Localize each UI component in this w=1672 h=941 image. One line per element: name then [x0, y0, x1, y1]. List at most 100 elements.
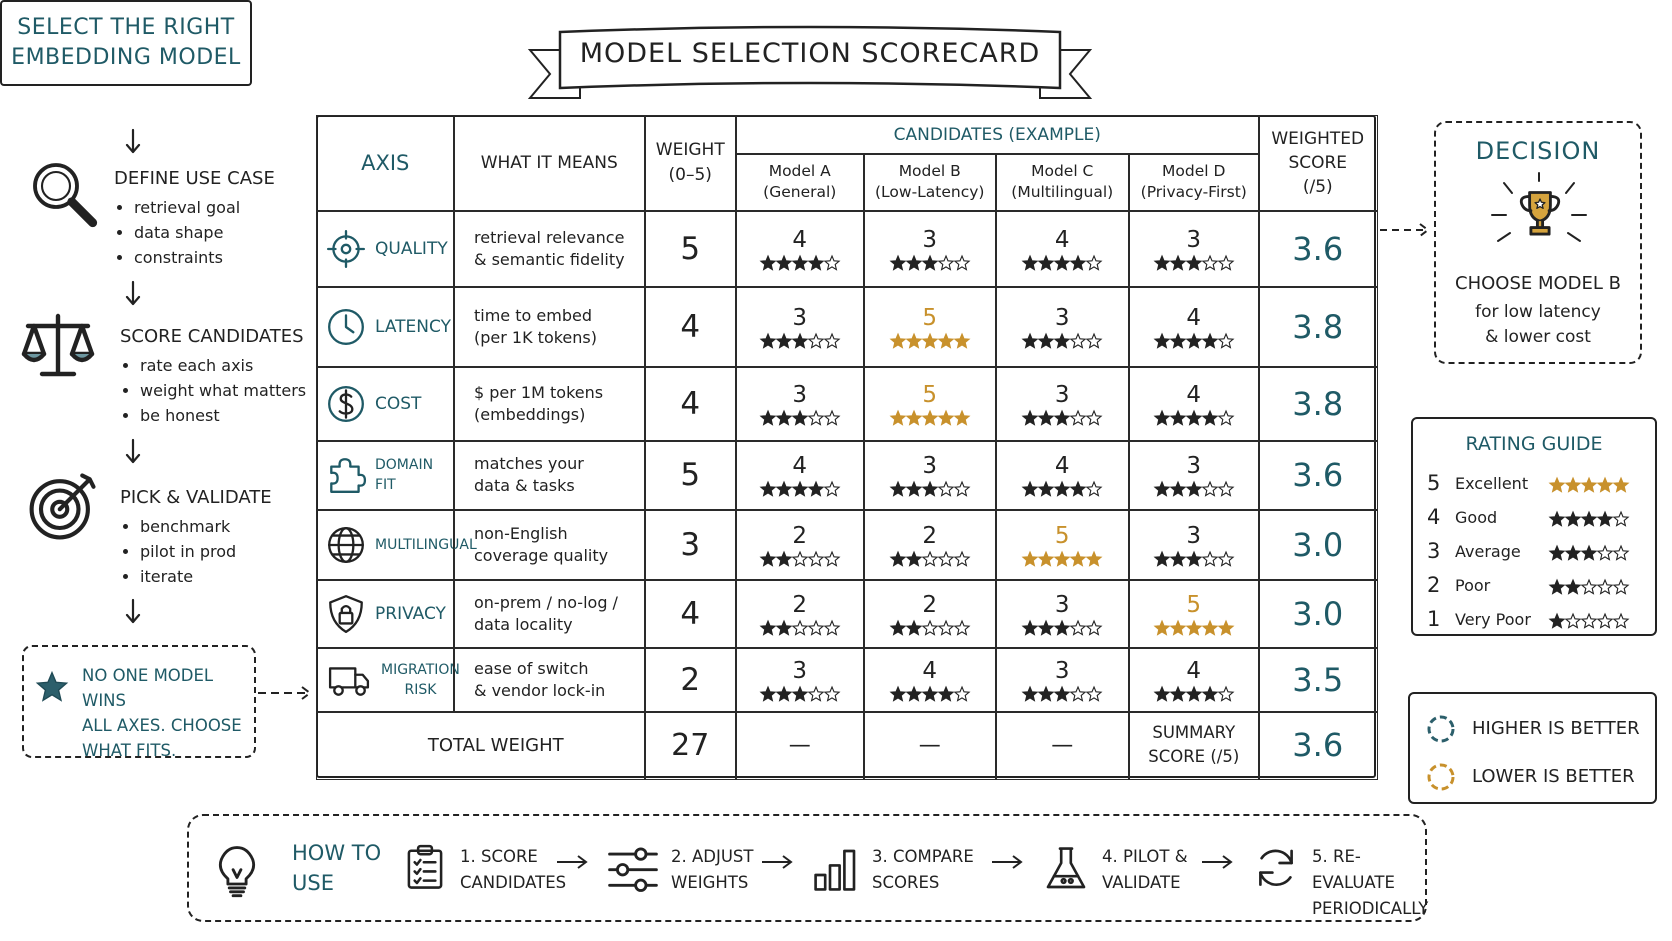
weight-cell: 3	[644, 509, 737, 581]
star	[1169, 480, 1187, 498]
step-icon	[21, 313, 95, 377]
step-item: pilot in prod	[140, 539, 272, 564]
star	[1580, 578, 1598, 595]
star	[1069, 480, 1087, 498]
star	[1185, 409, 1203, 426]
step-arrow	[762, 855, 793, 869]
header-cell: Model D (Privacy-First)	[1128, 153, 1260, 212]
icon-shape	[992, 855, 1023, 869]
how-to-step-icon	[1259, 849, 1293, 887]
star	[1564, 544, 1582, 561]
icon-shape	[330, 458, 367, 494]
rating: 3	[1054, 304, 1070, 331]
star	[759, 409, 777, 426]
total-cell: —	[863, 711, 997, 780]
total-label: TOTAL WEIGHT	[427, 734, 564, 756]
icon-shape	[407, 849, 443, 889]
axis-name: DOMAIN FIT	[375, 457, 434, 494]
star	[1564, 578, 1582, 595]
rating-cell: 5	[863, 286, 997, 368]
stars	[889, 619, 971, 636]
rating-cell: 4	[1128, 366, 1260, 442]
star	[1069, 685, 1087, 702]
total-cell: —	[995, 711, 1130, 780]
icon-shape	[828, 864, 841, 891]
how-to-step-icon	[1046, 847, 1086, 889]
stars	[1153, 619, 1235, 636]
icon-shape	[328, 534, 364, 556]
level-label: Very Poor	[1455, 610, 1531, 629]
star	[1217, 619, 1235, 636]
star	[1201, 254, 1219, 271]
icon-shape	[227, 868, 247, 898]
star	[1153, 332, 1171, 349]
stars	[759, 685, 841, 702]
score-cell: 3.5	[1258, 647, 1378, 713]
weighted-score: 3.8	[1292, 307, 1344, 346]
icon-shape	[338, 611, 354, 625]
meaning: ease of switch & vendor lock-in	[474, 658, 606, 700]
axis-cell: LATENCY	[316, 286, 455, 368]
star	[791, 254, 809, 271]
star	[889, 480, 907, 498]
stars	[1548, 510, 1630, 527]
icon-shape	[340, 604, 352, 614]
star	[905, 254, 923, 271]
rating-cell: 4	[1128, 647, 1260, 713]
level-label: Average	[1455, 542, 1521, 561]
stars	[759, 254, 841, 271]
legend-label: HIGHER IS BETTER	[1472, 718, 1640, 739]
star	[1201, 550, 1219, 567]
weight-cell: 5	[644, 440, 737, 511]
axis-icon	[328, 308, 364, 345]
icon-shape	[634, 847, 648, 861]
dashed-arrow	[258, 686, 312, 700]
weight: 4	[680, 595, 701, 632]
step-icon	[29, 473, 96, 540]
header-cell: CANDIDATES (EXAMPLE)	[735, 115, 1260, 155]
weighted-score: 3.6	[1292, 456, 1344, 495]
stars	[1021, 685, 1103, 702]
level-value: 3	[1427, 539, 1441, 563]
stars	[759, 550, 841, 567]
star	[775, 254, 793, 271]
icon-shape	[1491, 172, 1587, 242]
star	[1217, 480, 1235, 498]
star	[889, 409, 907, 426]
axis-cell: MULTILINGUAL	[316, 509, 477, 581]
rating-cell: 3	[995, 579, 1130, 649]
star	[1085, 619, 1103, 636]
level-value: 5	[1427, 471, 1441, 495]
weight: 4	[680, 308, 701, 345]
step-title: SCORE CANDIDATES	[120, 326, 304, 347]
stars	[889, 332, 971, 349]
icon-shape	[407, 844, 443, 889]
weight-cell: 5	[644, 210, 737, 288]
note-box: NO ONE MODEL WINS ALL AXES. CHOOSE WHAT …	[22, 645, 256, 760]
icon-shape	[1534, 198, 1546, 210]
rating-cell: 3	[735, 647, 865, 713]
banner	[527, 25, 1093, 99]
star	[1069, 550, 1087, 567]
axis-name: MIGRATION RISK	[381, 661, 460, 698]
star	[823, 619, 841, 636]
star	[1564, 510, 1582, 527]
how-to-step-icon	[814, 849, 856, 891]
header-cell: WHAT IT MEANS	[453, 115, 646, 212]
icon-shape	[29, 473, 96, 540]
icon-shape	[413, 858, 437, 885]
star	[1069, 332, 1087, 349]
rating-cell: 3	[863, 210, 997, 288]
axis-icon	[326, 229, 366, 268]
star	[1085, 409, 1103, 426]
rating-cell: 3	[735, 366, 865, 442]
star	[1201, 685, 1219, 702]
icon-shape	[25, 313, 91, 377]
star	[937, 332, 955, 349]
dash: —	[918, 732, 941, 758]
score-cell: 3.0	[1258, 509, 1378, 581]
rating-cell: 5	[863, 366, 997, 442]
star	[937, 254, 955, 271]
weight: 4	[680, 385, 701, 422]
star	[775, 332, 793, 349]
